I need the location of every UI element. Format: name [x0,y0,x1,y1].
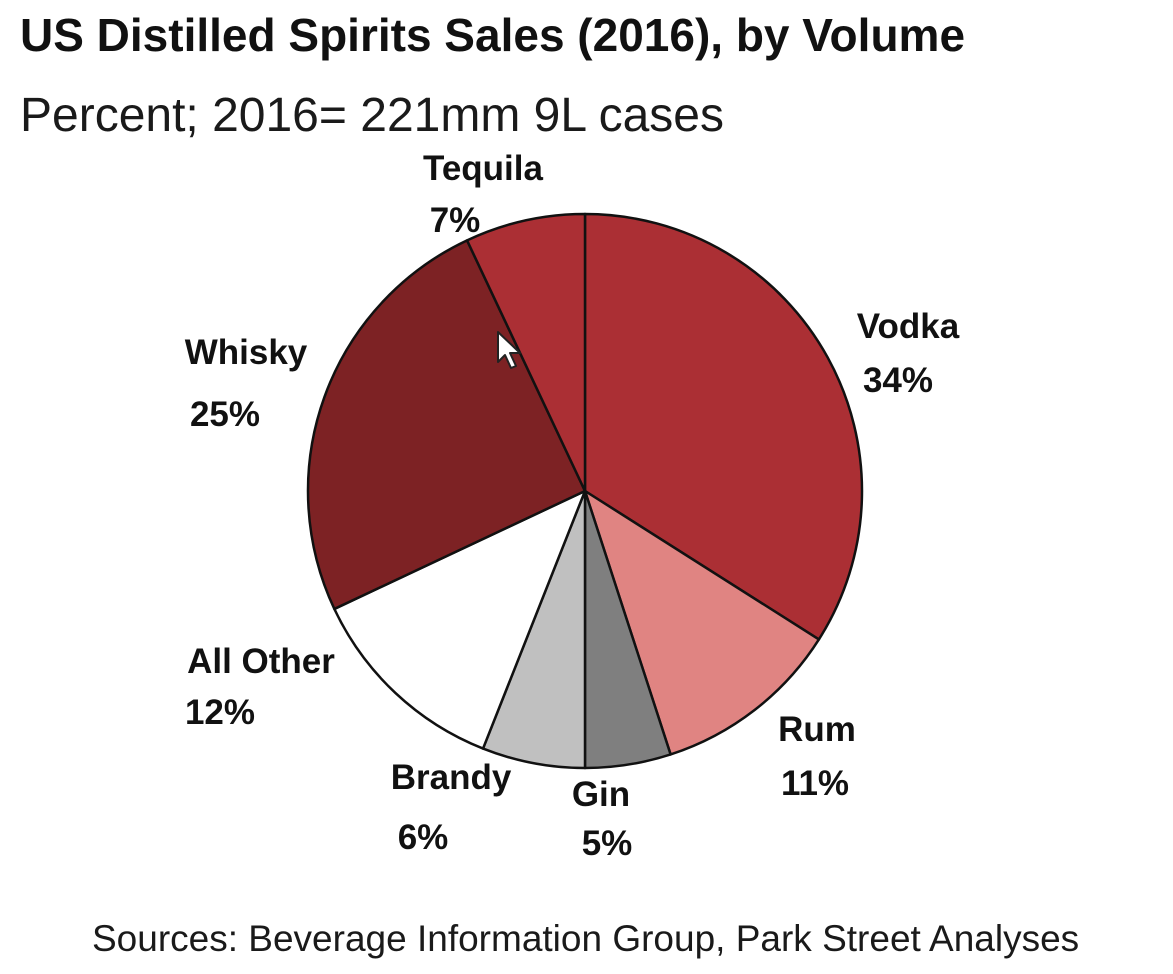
source-note: Sources: Beverage Information Group, Par… [92,918,1080,959]
slice-label-brandy: Brandy [391,758,512,797]
slice-value-rum: 11% [781,764,849,803]
slice-label-all-other: All Other [187,642,335,681]
chart-subtitle: Percent; 2016= 221mm 9L cases [20,89,724,142]
slice-label-rum: Rum [778,710,856,749]
slice-value-brandy: 6% [398,818,449,857]
slice-value-gin: 5% [582,824,633,863]
pie-slice-rum [583,489,821,756]
slice-label-vodka: Vodka [857,307,960,346]
slice-value-tequila: 7% [430,201,481,240]
slice-label-tequila: Tequila [423,149,543,188]
mouse-cursor-icon [497,331,521,369]
pie-slice-tequila [465,212,587,493]
pie-slices [306,212,864,770]
slice-label-whisky: Whisky [185,333,308,372]
slice-value-all-other: 12% [185,693,255,732]
pie-labels: Vodka 34% Rum 11% Gin 5% Brandy 6% All Other 12% W… [185,149,960,863]
slice-value-vodka: 34% [863,361,933,400]
slice-value-whisky: 25% [190,395,260,434]
slice-label-gin: Gin [572,775,630,814]
pie-slice-all-other [333,489,587,750]
chart-title: US Distilled Spirits Sales (2016), by Vo… [20,9,966,61]
pie-slice-vodka [583,212,864,641]
pie-slice-whisky [306,239,587,611]
